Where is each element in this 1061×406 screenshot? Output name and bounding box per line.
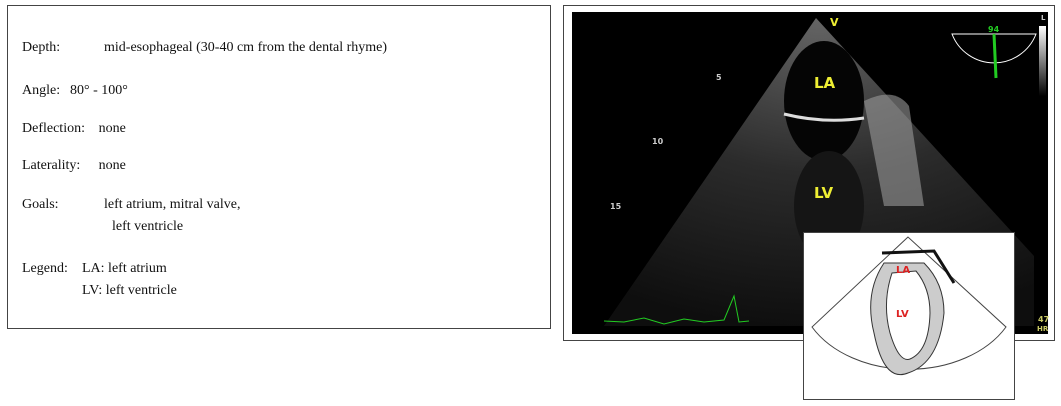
probe-mark: V bbox=[830, 16, 839, 29]
lv-label: LV bbox=[814, 184, 833, 202]
la-label: LA bbox=[814, 74, 836, 92]
row-value: none bbox=[99, 158, 126, 174]
row-value: none bbox=[99, 121, 126, 137]
row-label: Depth: bbox=[22, 40, 60, 56]
inset-svg: LA LV bbox=[804, 233, 1014, 399]
row-value: left ventricle bbox=[112, 219, 183, 235]
row-value: 80° - 100° bbox=[70, 83, 128, 99]
depth-mark: 10 bbox=[652, 137, 664, 146]
heart-rate: 47 bbox=[1038, 315, 1049, 324]
row-value: LA: left atrium bbox=[82, 261, 167, 277]
row-value: mid-esophageal (30-40 cm from the dental… bbox=[104, 40, 387, 56]
depth-mark: 5 bbox=[716, 73, 722, 82]
angle-line bbox=[994, 34, 996, 78]
inset-la: LA bbox=[896, 265, 910, 276]
la-cavity bbox=[784, 41, 864, 161]
row-label: Angle: bbox=[22, 83, 60, 99]
inset-lv: LV bbox=[896, 309, 909, 320]
row-label: Laterality: bbox=[22, 158, 80, 174]
side-mark: L bbox=[1041, 14, 1046, 22]
row-label: Goals: bbox=[22, 197, 59, 213]
heart-rate-unit: HR bbox=[1037, 325, 1049, 333]
page: Depth: mid-esophageal (30-40 cm from the … bbox=[0, 0, 1061, 406]
depth-mark: 15 bbox=[610, 202, 622, 211]
inset-diagram: LA LV bbox=[803, 232, 1015, 400]
row-label: Deflection: bbox=[22, 121, 85, 137]
angle-value: 94 bbox=[988, 25, 1000, 34]
row-value: LV: left ventricle bbox=[82, 283, 177, 299]
row-label: Legend: bbox=[22, 261, 68, 277]
info-box: Depth: mid-esophageal (30-40 cm from the … bbox=[7, 5, 551, 329]
row-value: left atrium, mitral valve, bbox=[104, 197, 240, 213]
gray-scale-bar bbox=[1039, 26, 1046, 96]
